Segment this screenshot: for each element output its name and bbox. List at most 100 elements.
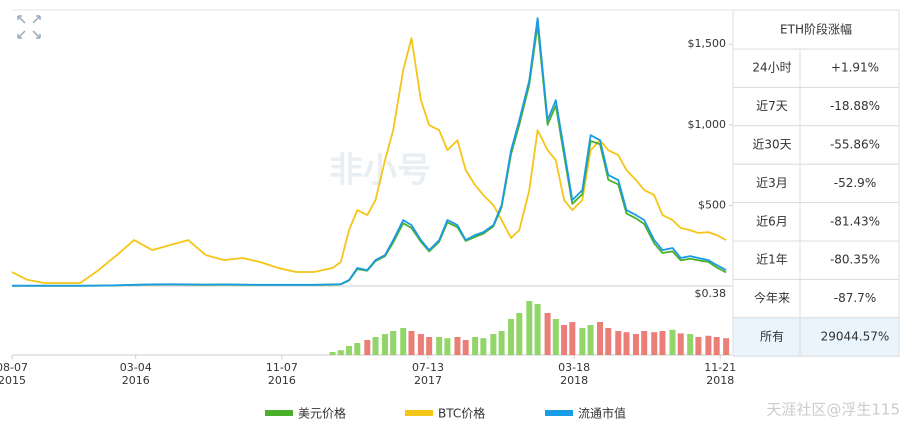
x-tick-label: 11-21 bbox=[704, 361, 736, 374]
volume-bar bbox=[713, 337, 720, 355]
volume-bar bbox=[526, 301, 533, 355]
y-tick-label: $0.38 bbox=[695, 287, 727, 300]
row-value: -55.86% bbox=[830, 138, 880, 152]
volume-bar bbox=[569, 322, 576, 355]
volume-bar bbox=[587, 325, 594, 355]
row-value: -81.43% bbox=[830, 214, 880, 228]
x-tick-label: 03-18 bbox=[558, 361, 590, 374]
volume-bar bbox=[436, 337, 443, 355]
row-label: 24小时 bbox=[752, 61, 791, 75]
volume-bar bbox=[561, 325, 568, 355]
table-row bbox=[732, 48, 900, 88]
x-tick-label: 07-13 bbox=[412, 361, 444, 374]
volume-bar bbox=[490, 334, 497, 355]
legend-label: 流通市值 bbox=[578, 406, 626, 421]
row-label: 近1年 bbox=[756, 253, 788, 267]
x-tick-label: 2016 bbox=[122, 374, 150, 387]
volume-bar bbox=[498, 331, 505, 355]
series-line bbox=[11, 37, 727, 284]
row-label: 所有 bbox=[760, 330, 784, 344]
volume-bar bbox=[408, 331, 415, 355]
volume-bar bbox=[426, 337, 433, 355]
legend: 美元价格 BTC价格 流通市值 bbox=[265, 406, 626, 421]
volume-bar bbox=[346, 346, 353, 355]
row-value: -52.9% bbox=[834, 176, 876, 190]
row-value: 29044.57% bbox=[821, 330, 890, 344]
volume-bar bbox=[354, 343, 361, 355]
volume-bar bbox=[705, 335, 712, 355]
volume-bar bbox=[462, 340, 469, 355]
x-tick-label: 11-07 bbox=[266, 361, 298, 374]
legend-item[interactable]: 美元价格 bbox=[265, 406, 346, 421]
y-tick-label: $1,500 bbox=[688, 37, 727, 50]
table-row bbox=[732, 240, 900, 280]
volume-bar bbox=[400, 328, 407, 355]
x-tick-label: 2018 bbox=[560, 374, 588, 387]
x-tick-label: 2015 bbox=[0, 374, 26, 387]
x-tick-label: 2018 bbox=[706, 374, 734, 387]
table-row bbox=[732, 125, 900, 165]
legend-label: 美元价格 bbox=[298, 406, 346, 421]
row-value: -18.88% bbox=[830, 99, 880, 113]
volume-bar bbox=[632, 334, 639, 355]
volume-bar bbox=[579, 328, 586, 355]
stats-table: ETH阶段涨幅 24小时 +1.91% 近7天 -18.88% 近30天 -55.86% 近… bbox=[732, 9, 900, 357]
x-tick-label: 2016 bbox=[268, 374, 296, 387]
row-value: +1.91% bbox=[831, 61, 879, 75]
volume-bar bbox=[615, 331, 622, 355]
volume-bar bbox=[687, 334, 694, 355]
expand-icon[interactable] bbox=[17, 15, 41, 39]
row-label: 今年来 bbox=[754, 290, 790, 305]
volume-bar bbox=[659, 331, 666, 355]
y-tick-label: $500 bbox=[698, 198, 726, 211]
legend-swatch bbox=[545, 410, 573, 416]
x-tick-label: 2017 bbox=[414, 374, 442, 387]
series-line bbox=[12, 17, 727, 287]
volume-bar bbox=[544, 313, 551, 355]
volume-bar bbox=[723, 338, 730, 355]
volume-bar bbox=[508, 319, 515, 355]
table-row bbox=[732, 278, 900, 319]
y-tick-label: $1,000 bbox=[688, 118, 727, 131]
volume-bar bbox=[417, 334, 424, 355]
table-row bbox=[732, 86, 900, 127]
volume-bar bbox=[364, 340, 371, 355]
volume-bar bbox=[677, 333, 684, 355]
volume-bar bbox=[651, 332, 658, 355]
row-value: -87.7% bbox=[834, 291, 876, 305]
volume-bar bbox=[641, 331, 648, 355]
table-row bbox=[732, 202, 900, 242]
volume-bar bbox=[480, 338, 487, 355]
x-tick-label: 03-04 bbox=[120, 361, 152, 374]
volume-bar bbox=[444, 338, 451, 355]
legend-item[interactable]: BTC价格 bbox=[405, 406, 485, 421]
table-title: ETH阶段涨幅 bbox=[780, 22, 852, 37]
volume-bar bbox=[534, 304, 541, 355]
legend-swatch bbox=[405, 410, 433, 416]
volume-bar bbox=[552, 319, 559, 355]
row-label: 近30天 bbox=[752, 138, 791, 152]
volume-bar bbox=[472, 337, 479, 355]
row-value: -80.35% bbox=[830, 253, 880, 267]
volume-bar bbox=[390, 331, 397, 355]
volume-bar bbox=[605, 328, 612, 355]
watermark-footer: 天涯社区@浮生115 bbox=[766, 401, 900, 419]
volume-bar bbox=[454, 337, 461, 355]
volume-bar bbox=[372, 337, 379, 355]
volume-bar bbox=[597, 322, 604, 355]
volume-bar bbox=[329, 352, 336, 355]
legend-item[interactable]: 流通市值 bbox=[545, 406, 626, 421]
row-label: 近7天 bbox=[756, 99, 788, 113]
volume-bar bbox=[669, 329, 676, 355]
legend-label: BTC价格 bbox=[438, 406, 485, 421]
volume-bar bbox=[337, 350, 344, 355]
volume-bar bbox=[381, 334, 388, 355]
table-row bbox=[732, 317, 900, 357]
volume-bar bbox=[695, 337, 702, 355]
volume-bar bbox=[623, 332, 630, 355]
legend-swatch bbox=[265, 410, 293, 416]
volume-bar bbox=[516, 313, 523, 355]
row-label: 近6月 bbox=[756, 214, 788, 228]
x-tick-label: 08-07 bbox=[0, 361, 28, 374]
